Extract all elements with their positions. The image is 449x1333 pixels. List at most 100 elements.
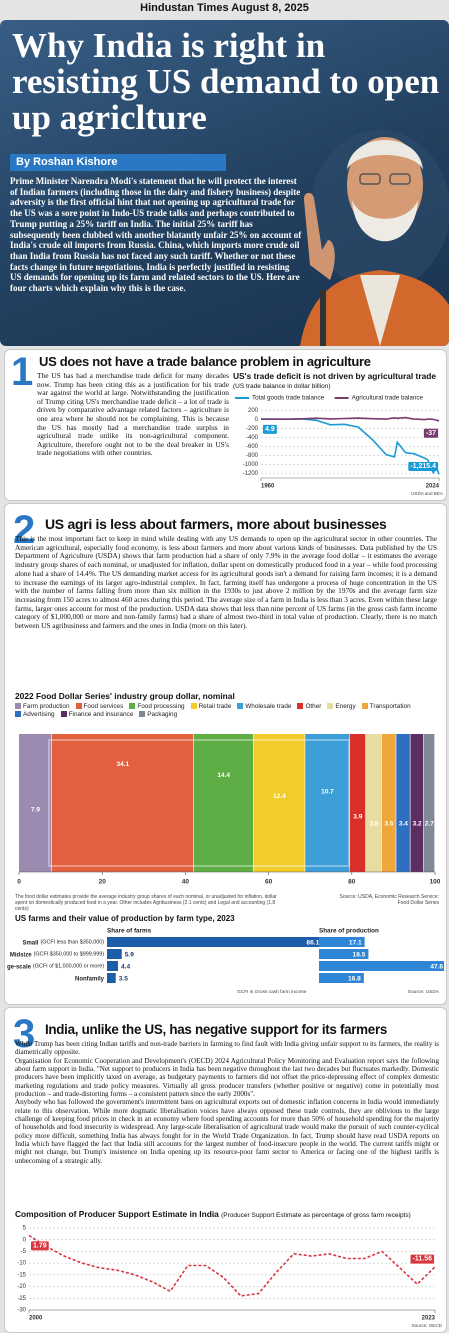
chart-source: USDA and BEA: [411, 491, 444, 496]
portrait: [300, 130, 449, 346]
microphone: [320, 290, 326, 346]
bar-segment: [193, 734, 254, 872]
bar-segment: [381, 734, 396, 872]
data-label: 2.7: [425, 820, 434, 827]
paragraph: Anybody who has followed the government'…: [15, 1098, 439, 1165]
category-note: (GCFI $350,000 to $999,999): [34, 952, 105, 958]
legend-swatch: [237, 703, 244, 709]
legend-label: Packaging: [147, 711, 178, 718]
y-tick-label: -200: [246, 426, 259, 432]
y-tick-label: 5: [23, 1226, 27, 1232]
glasses-left: [359, 173, 381, 185]
chart-title: 2022 Food Dollar Series' industry group …: [15, 691, 235, 701]
data-label: 3.2: [413, 820, 422, 827]
legend-item: Wholesale trade: [237, 703, 291, 710]
bar: [107, 973, 116, 983]
category-label: Midsize (GCFI $350,000 to $999,999): [10, 952, 104, 958]
paragraph: Organisation for Economic Cooperation an…: [15, 1056, 439, 1099]
hero: Why India is right in resisting US deman…: [0, 20, 449, 346]
chart-subtitle: (US trade balance in dollar billion): [233, 383, 331, 390]
data-label: 1.79: [33, 1242, 47, 1249]
y-tick-label: 200: [248, 408, 259, 414]
chart: 200 0 -200 -400 -600 -800 -1000 -1200 1960 2024 To…: [235, 395, 444, 496]
chart-source: Source: USDA, Economic Research Service:…: [339, 894, 439, 906]
section-card: 3 India, unlike the US, has negative sup…: [4, 1007, 447, 1333]
chart-source: Source: USDA: [408, 989, 440, 995]
series-line: [261, 416, 440, 422]
section-card: 1 US does not have a trade balance probl…: [4, 349, 447, 501]
data-label: 3.5: [385, 820, 394, 827]
chart-title: Composition of Producer Support Estimate…: [15, 1209, 219, 1219]
chart: 7.9 34.1 14.4 12.4 10.7 3.9 3.8 3.5 3.4 3.2 2.7 0 20…: [17, 734, 441, 886]
category-label: Large-scale(GCFI of $1,000,000 or more): [7, 964, 104, 970]
y-tick-label: -10: [17, 1261, 26, 1267]
bill-overlay: [48, 739, 350, 867]
legend-label: Transportation: [369, 703, 411, 710]
data-label: 47.6: [430, 963, 443, 970]
section-heading: US agri is less about farmers, more abou…: [45, 516, 387, 532]
y-tick-label: -20: [17, 1284, 26, 1290]
chart-heading: Composition of Producer Support Estimate…: [15, 1209, 443, 1219]
data-label: 34.1: [116, 761, 129, 768]
bar: [107, 961, 118, 971]
face: [347, 137, 423, 233]
bar-segment: [253, 734, 305, 872]
chart-title: US farms and their value of production b…: [15, 914, 235, 923]
legend-label: Agricultural trade balance: [352, 395, 424, 402]
legend: Farm production Food services Food process…: [15, 703, 440, 718]
legend-swatch: [139, 711, 146, 717]
byline: By Roshan Kishore: [10, 154, 226, 171]
bar-segment: [51, 734, 194, 872]
glasses-right: [389, 173, 411, 185]
bar-segment: [423, 734, 435, 872]
legend-item: Transportation: [361, 703, 411, 710]
section-number: 2: [13, 508, 36, 552]
legend-item: Finance and insurance: [60, 711, 133, 718]
bar: [107, 937, 323, 947]
bar-segment: [19, 734, 52, 872]
section-heading: India, unlike the US, has negative suppo…: [45, 1022, 387, 1037]
intro: Prime Minister Narendra Modi's statement…: [10, 176, 302, 294]
data-label: -37: [426, 430, 436, 437]
bar: [107, 949, 122, 959]
section-heading: US does not have a trade balance problem…: [39, 354, 371, 369]
legend-label: Other: [305, 703, 322, 710]
data-label: 5.9: [125, 951, 134, 958]
category-name: Midsize: [10, 952, 32, 958]
data-label: -1,215.4: [410, 463, 436, 470]
legend-item: Food services: [75, 703, 124, 710]
legend-swatch: [129, 703, 136, 709]
chart-heading: US's trade deficit is not driven by agri…: [233, 372, 443, 391]
paragraph: The US has had a merchandise trade defic…: [37, 371, 229, 458]
data-label-box: [423, 428, 439, 438]
legend-swatch: [297, 703, 304, 709]
data-label: 4.9: [265, 426, 275, 433]
chart-title: US's trade deficit is not driven by agri…: [233, 371, 437, 381]
data-label: 3.5: [119, 975, 128, 982]
x-tick-label: 60: [265, 879, 273, 886]
legend-label: Food processing: [137, 703, 185, 710]
data-label-box: [263, 424, 277, 434]
masthead: Hindustan Times August 8, 2025: [140, 2, 309, 14]
section-number: 3: [13, 1012, 36, 1056]
y-tick-label: -30: [17, 1308, 26, 1314]
hand: [303, 192, 335, 280]
beard: [352, 200, 418, 242]
y-tick-label: -1000: [243, 462, 259, 468]
panel-title: Share of farms: [107, 928, 152, 935]
data-label: -11.56: [413, 1256, 433, 1263]
legend-item: Farm production: [15, 703, 70, 710]
data-label: 16.8: [348, 975, 361, 982]
legend-swatch: [327, 703, 334, 709]
data-label-box: [410, 1254, 435, 1264]
y-tick-label: -25: [17, 1296, 26, 1302]
chart: Share of farms 86.1 5.9 4.4 3.5 Share of prod…: [7, 928, 444, 995]
legend-label: Food services: [83, 703, 124, 710]
legend-swatch: [190, 703, 197, 709]
data-label: 14.4: [217, 772, 230, 779]
category-note: (GCFI of $1,000,000 or more): [33, 964, 104, 970]
legend-swatch: [361, 703, 368, 709]
bar-segment: [396, 734, 410, 872]
y-tick-label: -15: [17, 1272, 26, 1278]
section-body: While Trump has been citing Indian tarif…: [15, 1040, 439, 1165]
